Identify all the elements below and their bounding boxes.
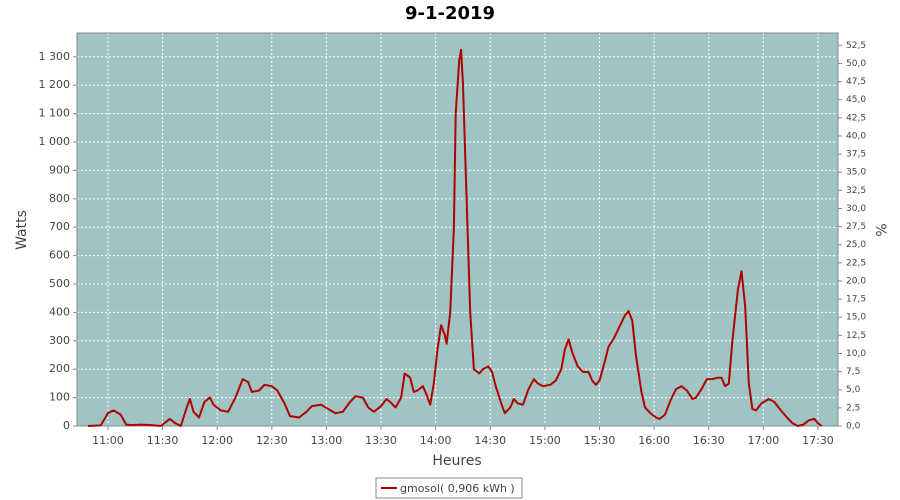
x-tick-label: 14:00: [420, 434, 452, 447]
x-tick-label: 11:30: [147, 434, 179, 447]
x-tick-label: 12:00: [201, 434, 233, 447]
y-tick-label: 600: [49, 249, 70, 262]
y-tick-label: 1 000: [39, 135, 71, 148]
x-tick-label: 13:00: [311, 434, 343, 447]
y2-tick-label: 25,0: [846, 240, 866, 250]
y2-tick-label: 40,0: [846, 131, 866, 141]
y2-tick-label: 52,5: [846, 41, 866, 51]
y2-tick-label: 20,0: [846, 276, 866, 286]
y2-tick-label: 45,0: [846, 95, 866, 105]
plot-border: [76, 32, 839, 427]
y-tick-label: 700: [49, 220, 70, 233]
y2-tick-label: 42,5: [846, 113, 866, 123]
x-tick-label: 12:30: [256, 434, 288, 447]
x-tick-label: 15:30: [584, 434, 616, 447]
y2-tick-label: 12,5: [846, 331, 866, 341]
y2-tick-label: 5,0: [846, 385, 861, 395]
data-line: [87, 48, 823, 427]
y2-tick-label: 0,0: [846, 422, 861, 432]
y-tick-label: 1 100: [39, 107, 71, 120]
y2-tick-label: 7,5: [846, 367, 860, 377]
x-axis-label: Heures: [432, 453, 481, 469]
y2-tick-label: 27,5: [846, 222, 866, 232]
y2-tick-label: 50,0: [846, 59, 866, 69]
y2-tick-label: 30,0: [846, 204, 866, 214]
y-tick-label: 200: [49, 362, 70, 375]
y-tick-label: 800: [49, 192, 70, 205]
y-tick-label: 100: [49, 391, 70, 404]
x-tick-label: 14:30: [474, 434, 506, 447]
y-tick-label: 300: [49, 334, 70, 347]
y2-tick-label: 35,0: [846, 168, 866, 178]
chart-title: 9-1-2019: [405, 3, 495, 24]
y-axis-label: Watts: [14, 210, 30, 250]
y-tick-label: 1 200: [39, 78, 71, 91]
y2-tick-label: 17,5: [846, 295, 866, 305]
x-tick-label: 16:00: [638, 434, 670, 447]
x-tick-label: 11:00: [92, 434, 124, 447]
x-tick-label: 13:30: [365, 434, 397, 447]
y2-tick-label: 47,5: [846, 77, 866, 87]
y2-axis-label: %: [872, 223, 888, 236]
y2-tick-label: 15,0: [846, 313, 866, 323]
legend-label: gmosol( 0,906 kWh ): [400, 482, 515, 495]
x-tick-label: 16:30: [693, 434, 725, 447]
y-tick-label: 500: [49, 277, 70, 290]
y-tick-label: 0: [63, 419, 70, 432]
y-tick-label: 1 300: [39, 50, 71, 63]
y2-tick-label: 22,5: [846, 258, 866, 268]
legend-box: [375, 477, 523, 499]
y2-tick-label: 32,5: [846, 186, 866, 196]
y-tick-label: 900: [49, 163, 70, 176]
y2-tick-label: 2,5: [846, 403, 860, 413]
y-tick-label: 400: [49, 305, 70, 318]
x-tick-label: 17:30: [802, 434, 834, 447]
y2-tick-label: 10,0: [846, 349, 866, 359]
x-tick-label: 15:00: [529, 434, 561, 447]
x-tick-label: 17:00: [748, 434, 780, 447]
y2-tick-label: 37,5: [846, 150, 866, 160]
